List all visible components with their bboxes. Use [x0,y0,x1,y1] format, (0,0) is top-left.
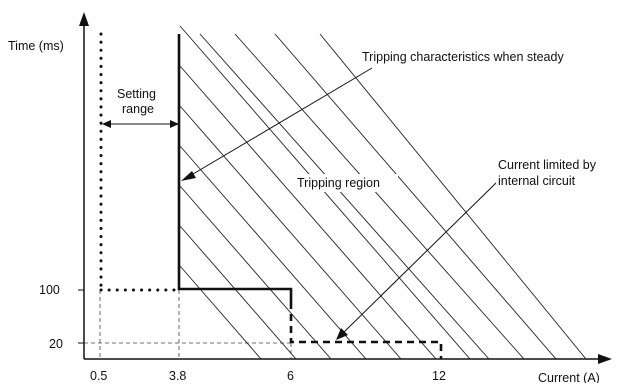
tripping-characteristics-label-bg [358,48,610,66]
tripping-region-label-bg [294,174,398,192]
y-axis-arrow [79,12,89,26]
setting-range-arrowhead-right [170,120,179,128]
y-axis-label: Time (ms) [8,39,64,53]
tripping-characteristics-arrowhead [181,171,196,181]
setting-range-label-line2: range [122,102,154,116]
x-tick-12: 12 [432,369,446,383]
tripping-region-hatch [180,25,587,359]
tripping-region-label: Tripping region [297,176,380,190]
tripping-characteristic-curve [177,34,293,302]
x-tick-6: 6 [287,369,294,383]
current-limited-label-line2: internal circuit [498,174,576,188]
x-tick-3.8: 3.8 [169,369,186,383]
current-limited-label-line1: Current limited by [498,158,597,172]
current-limited-pointer [341,181,498,335]
tripping-characteristics-pointer [187,67,373,178]
setting-range-arrowhead-left [102,120,111,128]
tripping-characteristics-label: Tripping characteristics when steady [362,50,564,64]
x-tick-0.5: 0.5 [90,369,107,383]
y-tick-20: 20 [49,337,63,351]
current-limited-arrowhead [336,328,348,340]
y-tick-100: 100 [39,283,60,297]
current-limited-curve [289,302,443,359]
x-axis-arrow [598,354,612,364]
setting-range-label-bg [112,82,168,122]
x-axis-label: Current (A) [538,371,600,383]
current-limited-label-bg [496,156,618,190]
setting-range-label-line1: Setting [117,87,156,101]
